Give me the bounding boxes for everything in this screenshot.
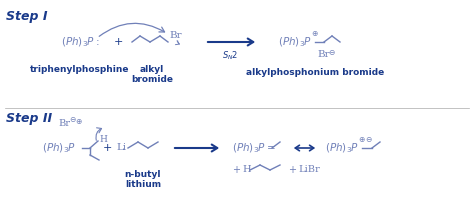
Text: alkylphosphonium bromide: alkylphosphonium bromide [246,68,384,77]
Text: $(Ph)_3P$: $(Ph)_3P$ [278,35,312,49]
Text: $(Ph)_3P$: $(Ph)_3P$ [325,141,359,155]
Text: H: H [99,135,107,144]
Text: +: + [102,143,112,153]
Text: $\oplus$: $\oplus$ [311,29,319,37]
Text: Br: Br [317,50,329,59]
Text: triphenylphosphine: triphenylphosphine [30,65,130,74]
Text: Step II: Step II [6,112,52,125]
Text: $(Ph)_3P$: $(Ph)_3P$ [42,141,76,155]
Text: $S_N2$: $S_N2$ [222,49,238,61]
Text: H: H [242,166,251,175]
Text: $(Ph)_3P{=}$: $(Ph)_3P{=}$ [232,141,276,155]
Text: $\ominus$: $\ominus$ [365,135,373,143]
Text: +: + [288,165,296,175]
Text: Li: Li [116,143,126,152]
Text: +: + [232,165,240,175]
Text: +: + [113,37,123,47]
Text: $\oplus$: $\oplus$ [358,135,365,143]
Text: $\oplus$: $\oplus$ [75,117,82,126]
Text: $\ominus$: $\ominus$ [69,115,77,123]
Text: Br: Br [169,32,182,40]
Text: LiBr: LiBr [298,166,320,175]
Text: alkyl
bromide: alkyl bromide [131,65,173,84]
Text: $(Ph)_3P:$: $(Ph)_3P:$ [61,35,99,49]
Text: $\ominus$: $\ominus$ [328,48,336,57]
Text: n-butyl
lithium: n-butyl lithium [125,170,161,189]
Text: Step I: Step I [6,10,47,23]
Text: Br: Br [58,120,70,129]
